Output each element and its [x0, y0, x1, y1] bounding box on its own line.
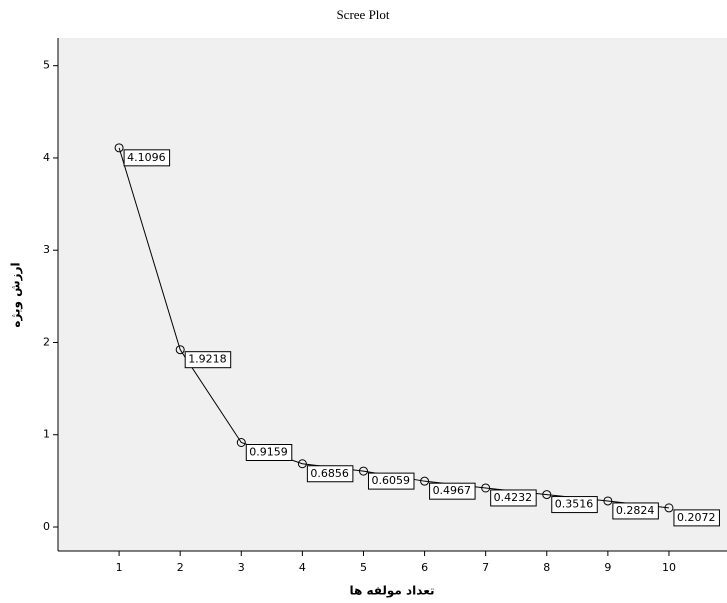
x-tick-label: 9: [604, 561, 611, 574]
data-label: 1.9218: [188, 353, 227, 366]
chart: Scree Plot تعداد مولفه ها ارزش ویژه 0 1 2 3…: [0, 0, 727, 603]
y-axis-label: ارزش ویژه: [9, 262, 24, 327]
x-tick-label: 6: [421, 561, 428, 574]
x-tick-label: 2: [177, 561, 184, 574]
x-tick-label: 3: [238, 561, 245, 574]
y-tick-label: 5: [43, 59, 50, 72]
x-tick-label: 8: [543, 561, 550, 574]
x-tick-label: 5: [360, 561, 367, 574]
data-label: 0.6059: [371, 474, 410, 487]
x-tick-label: 1: [116, 561, 123, 574]
y-tick-label: 4: [43, 151, 50, 164]
data-label: 0.4232: [494, 491, 533, 504]
data-label: 0.4967: [433, 484, 472, 497]
y-tick-label: 3: [43, 243, 50, 256]
y-tick-label: 2: [43, 335, 50, 348]
y-tick-label: 0: [43, 520, 50, 533]
x-tick-label: 7: [482, 561, 489, 574]
data-label: 4.1096: [127, 151, 165, 164]
x-tick-label: 4: [299, 561, 306, 574]
x-tick-label: 10: [662, 561, 676, 574]
chart-title: Scree Plot: [336, 7, 389, 22]
x-axis-label: تعداد مولفه ها: [349, 584, 434, 599]
data-label: 0.9159: [249, 446, 287, 459]
data-label: 0.2072: [677, 511, 716, 524]
y-tick-label: 1: [43, 428, 50, 441]
data-label: 0.3516: [555, 498, 594, 511]
data-label: 0.2824: [616, 504, 655, 517]
data-label: 0.6856: [310, 467, 349, 480]
